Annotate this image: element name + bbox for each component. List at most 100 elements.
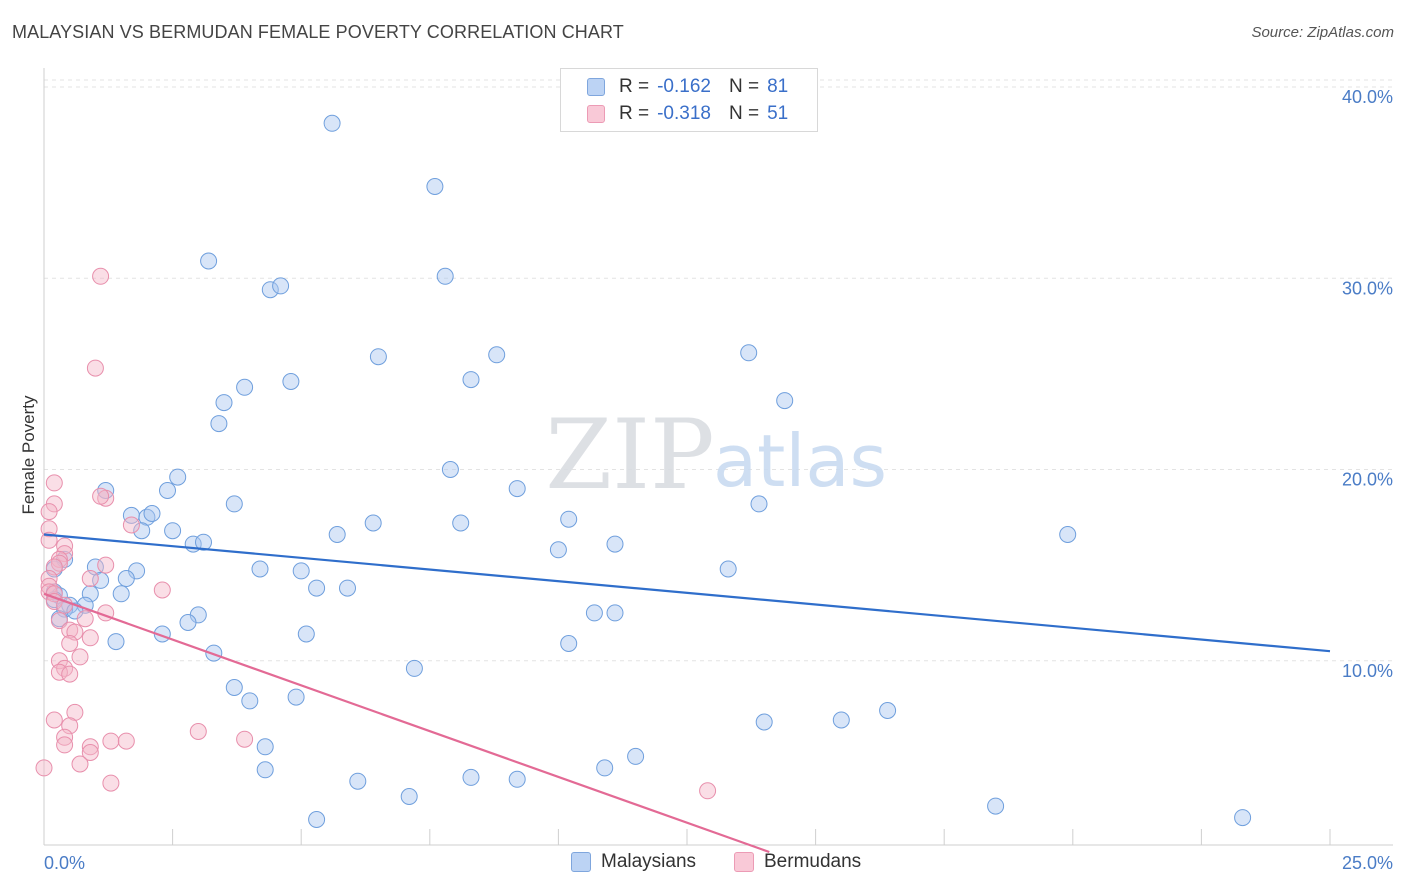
legend-label-bermudans: Bermudans	[764, 851, 862, 872]
point-malaysians	[195, 533, 212, 551]
legend-swatch-malaysians	[587, 78, 605, 96]
point-malaysians	[606, 535, 624, 553]
point-malaysians	[441, 461, 459, 478]
point-malaysians	[740, 344, 758, 362]
point-malaysians	[405, 659, 423, 677]
y-tick-label: 20.0%	[1342, 470, 1393, 490]
legend-n-label: N =	[728, 76, 760, 97]
y-tick-label: 40.0%	[1342, 87, 1393, 107]
point-malaysians	[169, 468, 187, 486]
point-malaysians	[215, 394, 233, 412]
point-bermudans	[102, 732, 120, 750]
point-malaysians	[261, 281, 279, 299]
legend-r-label: R =	[619, 103, 650, 124]
legend-row-bermudans: R = -0.318 N = 51	[587, 102, 788, 126]
watermark-atlas: atlas	[713, 419, 887, 503]
point-malaysians	[210, 415, 228, 433]
point-malaysians	[585, 604, 603, 622]
x-tick-label: 0.0%	[44, 853, 85, 873]
point-bermudans	[122, 516, 140, 534]
point-malaysians	[308, 811, 326, 828]
point-malaysians	[251, 560, 269, 578]
point-bermudans	[699, 782, 717, 800]
point-malaysians	[832, 711, 850, 729]
legend-label-malaysians: Malaysians	[601, 851, 697, 872]
point-bermudans	[76, 610, 94, 628]
legend-swatch-bermudans	[587, 105, 605, 123]
point-malaysians	[400, 788, 418, 805]
point-malaysians	[1234, 809, 1252, 827]
point-malaysians	[287, 688, 305, 706]
axes	[43, 68, 1393, 846]
point-bermudans	[189, 723, 207, 740]
point-bermudans	[56, 596, 74, 614]
trend-line-bermudans	[43, 592, 770, 854]
point-malaysians	[328, 526, 346, 543]
point-malaysians	[297, 625, 315, 643]
point-malaysians	[596, 759, 614, 777]
point-malaysians	[323, 114, 341, 132]
point-bermudans	[117, 732, 135, 750]
legend-swatch-bermudans	[734, 852, 754, 872]
legend-item-bermudans[interactable]: Bermudans	[734, 851, 861, 873]
point-malaysians	[627, 747, 645, 765]
point-bermudans	[81, 738, 99, 756]
point-malaysians	[1059, 526, 1077, 543]
point-malaysians	[164, 522, 182, 540]
legend-n-value: 51	[767, 103, 789, 124]
point-malaysians	[282, 373, 300, 390]
point-malaysians	[112, 585, 130, 603]
point-malaysians	[308, 579, 326, 597]
point-malaysians	[508, 480, 526, 498]
point-bermudans	[40, 503, 58, 521]
point-bermudans	[81, 629, 99, 647]
point-malaysians	[462, 768, 480, 786]
point-malaysians	[426, 178, 444, 195]
tick-labels: 10.0% 20.0% 30.0% 40.0% 0.0% 25.0%	[44, 87, 1393, 873]
point-malaysians	[750, 495, 768, 513]
point-bermudans	[45, 474, 63, 492]
point-bermudans	[56, 736, 74, 754]
legend-r-value: -0.162	[657, 76, 711, 97]
chart-title: MALAYSIAN VS BERMUDAN FEMALE POVERTY COR…	[12, 22, 624, 42]
point-bermudans	[71, 755, 89, 773]
point-bermudans	[50, 663, 68, 681]
series-legend: Malaysians Bermudans	[0, 851, 1406, 879]
point-malaysians	[560, 635, 578, 652]
point-bermudans	[92, 487, 110, 505]
point-malaysians	[225, 679, 243, 696]
point-malaysians	[200, 252, 218, 270]
point-malaysians	[879, 702, 897, 719]
point-bermudans	[61, 635, 79, 652]
point-malaysians	[179, 614, 197, 631]
point-malaysians	[549, 541, 567, 559]
legend-row-malaysians: R = -0.162 N = 81	[587, 75, 788, 99]
point-malaysians	[107, 633, 125, 651]
point-malaysians	[369, 348, 387, 366]
y-tick-label: 10.0%	[1342, 661, 1393, 681]
point-malaysians	[987, 797, 1005, 815]
point-malaysians	[488, 346, 506, 364]
point-malaysians	[606, 604, 624, 622]
legend-swatch-malaysians	[571, 852, 591, 872]
point-malaysians	[776, 392, 794, 410]
point-bermudans	[81, 744, 99, 761]
y-tick-label: 30.0%	[1342, 278, 1393, 298]
legend-r-label: R =	[619, 76, 650, 97]
point-malaysians	[143, 505, 161, 522]
point-bermudans	[97, 556, 115, 574]
point-bermudans	[71, 648, 89, 666]
point-malaysians	[462, 371, 480, 389]
x-tick-label: 25.0%	[1342, 853, 1393, 873]
legend-item-malaysians[interactable]: Malaysians	[571, 851, 696, 873]
point-malaysians	[256, 761, 274, 779]
point-malaysians	[436, 267, 454, 285]
point-malaysians	[236, 378, 254, 396]
point-bermudans	[66, 703, 84, 721]
point-malaysians	[339, 579, 356, 597]
point-malaysians	[133, 522, 151, 540]
point-malaysians	[349, 772, 367, 790]
point-malaysians	[256, 738, 274, 756]
point-bermudans	[45, 593, 63, 610]
